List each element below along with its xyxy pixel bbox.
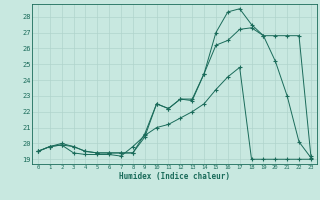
X-axis label: Humidex (Indice chaleur): Humidex (Indice chaleur) bbox=[119, 172, 230, 181]
